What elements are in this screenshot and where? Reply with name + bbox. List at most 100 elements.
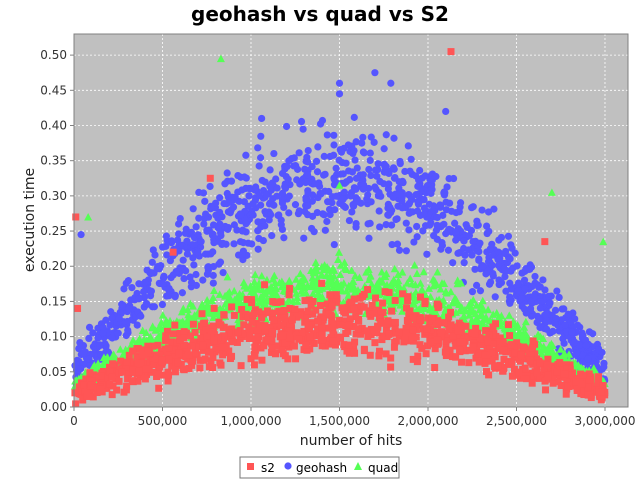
s2-point <box>364 332 372 340</box>
s2-point <box>279 332 287 340</box>
quad-point <box>374 288 383 297</box>
s2-point <box>301 297 309 305</box>
s2-point <box>79 396 87 404</box>
geohash-point <box>285 192 293 200</box>
quad-point <box>177 307 186 316</box>
s2-point <box>309 310 317 318</box>
geohash-point <box>569 339 577 347</box>
x-tick-label: 0 <box>70 414 78 428</box>
s2-point <box>472 354 480 362</box>
geohash-point <box>106 321 114 329</box>
s2-point <box>198 310 206 318</box>
y-tick-label: 0.25 <box>40 224 67 238</box>
geohash-point <box>210 239 218 247</box>
geohash-point <box>573 349 581 357</box>
geohash-point <box>413 233 421 241</box>
s2-point <box>528 344 536 352</box>
geohash-point <box>296 180 304 188</box>
geohash-point <box>495 280 503 289</box>
s2-point <box>360 303 368 311</box>
geohash-point <box>268 180 276 188</box>
geohash-point <box>406 167 414 175</box>
y-tick-label: 0.40 <box>40 118 67 132</box>
geohash-point <box>539 276 547 284</box>
geohash-point <box>584 355 592 363</box>
s2-point <box>434 336 442 344</box>
geohash-point <box>313 168 322 176</box>
geohash-point <box>118 300 126 308</box>
geohash-point <box>350 113 358 121</box>
geohash-point <box>323 131 331 139</box>
s2-point <box>572 378 580 386</box>
s2-point <box>237 362 245 370</box>
s2-point <box>214 334 222 342</box>
geohash-point <box>531 272 539 281</box>
s2-point <box>485 331 493 339</box>
s2-point <box>113 386 121 394</box>
geohash-point <box>448 207 456 215</box>
geohash-point <box>212 199 220 207</box>
s2-point <box>445 313 453 321</box>
geohash-point <box>229 203 238 211</box>
s2-point <box>251 352 259 360</box>
s2-point <box>318 279 326 287</box>
quad-point <box>398 268 407 276</box>
geohash-point <box>278 169 287 178</box>
s2-point <box>382 326 390 334</box>
s2-point <box>402 329 410 337</box>
s2-point <box>475 358 483 366</box>
s2-point <box>332 291 340 299</box>
geohash-point <box>542 317 551 325</box>
geohash-point <box>294 165 302 173</box>
s2-point <box>101 384 109 392</box>
legend-marker-s2 <box>247 463 254 470</box>
s2-point <box>562 361 570 369</box>
quad-point <box>340 258 349 266</box>
geohash-point <box>147 287 155 295</box>
geohash-point <box>443 183 451 191</box>
quad-point <box>382 269 391 278</box>
geohash-point <box>405 200 413 208</box>
geohash-point <box>388 240 396 249</box>
s2-point <box>261 326 269 334</box>
s2-point <box>163 327 171 335</box>
s2-point <box>281 312 289 320</box>
geohash-point <box>180 274 188 283</box>
geohash-point <box>339 202 347 210</box>
s2-point <box>233 338 241 346</box>
quad-point <box>330 266 339 274</box>
geohash-point <box>226 209 234 217</box>
y-tick-label: 0.00 <box>40 400 67 414</box>
geohash-point <box>147 269 156 277</box>
s2-point <box>516 357 524 365</box>
geohash-point <box>114 329 122 337</box>
geohash-point <box>295 149 303 157</box>
geohash-point <box>270 201 278 209</box>
geohash-point <box>216 194 224 202</box>
quad-point <box>311 258 320 266</box>
geohash-point <box>308 162 316 171</box>
s2-point <box>72 400 80 408</box>
s2-point <box>305 296 313 304</box>
geohash-point <box>359 185 367 193</box>
geohash-point <box>80 349 88 357</box>
geohash-point <box>308 197 316 205</box>
geohash-point <box>514 287 522 295</box>
s2-point <box>108 391 116 399</box>
geohash-point <box>558 305 566 313</box>
s2-point <box>268 348 276 356</box>
s2-point <box>471 330 479 338</box>
s2-point <box>482 357 490 365</box>
geohash-point <box>402 219 410 227</box>
geohash-point <box>387 79 395 87</box>
geohash-point <box>413 222 421 231</box>
s2-point <box>137 359 145 367</box>
geohash-point <box>421 172 429 180</box>
quad-point <box>534 330 543 339</box>
geohash-point <box>456 199 465 207</box>
s2-point <box>500 346 508 354</box>
quad-point <box>337 286 346 295</box>
s2-point <box>218 343 226 351</box>
quad-point <box>203 300 212 308</box>
s2-point <box>413 358 421 366</box>
